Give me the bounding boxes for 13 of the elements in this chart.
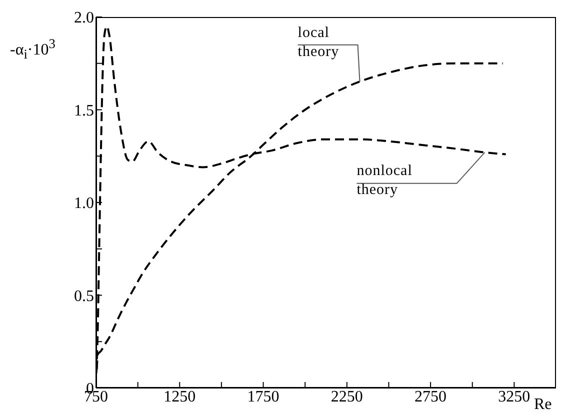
x-tick-label: 1750 (247, 388, 280, 406)
y-tick-label: 0.5 (74, 288, 94, 305)
annotation: local theory (298, 24, 340, 62)
y-axis-title: -α$_{i}$·10$^{3}$ (10, 36, 56, 63)
y-tick-label: 2.0 (74, 10, 94, 27)
x-axis-title: Re (534, 396, 552, 414)
x-tick-label: 1250 (164, 388, 196, 406)
y-tick-label: 1.5 (74, 102, 94, 120)
x-tick-label: 3250 (498, 388, 530, 406)
y-tick-label: 1.0 (74, 195, 94, 212)
x-tick-label: 2750 (414, 388, 447, 406)
x-tick-label: 2250 (330, 388, 363, 406)
annotation: nonlocal theory (356, 162, 414, 200)
